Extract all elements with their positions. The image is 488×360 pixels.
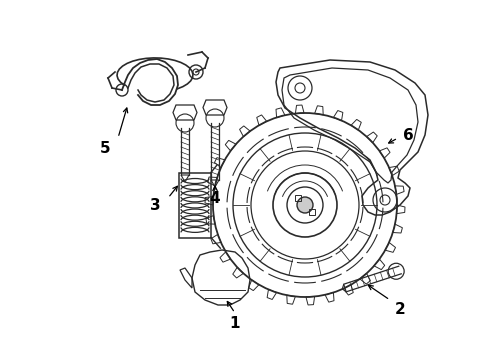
Bar <box>294 195 300 201</box>
Text: 3: 3 <box>149 198 160 212</box>
Text: 5: 5 <box>100 140 110 156</box>
Text: 6: 6 <box>402 127 412 143</box>
Text: 4: 4 <box>209 190 220 206</box>
Text: 1: 1 <box>229 315 240 330</box>
Text: 2: 2 <box>394 302 405 318</box>
Bar <box>308 209 314 215</box>
Circle shape <box>296 197 312 213</box>
